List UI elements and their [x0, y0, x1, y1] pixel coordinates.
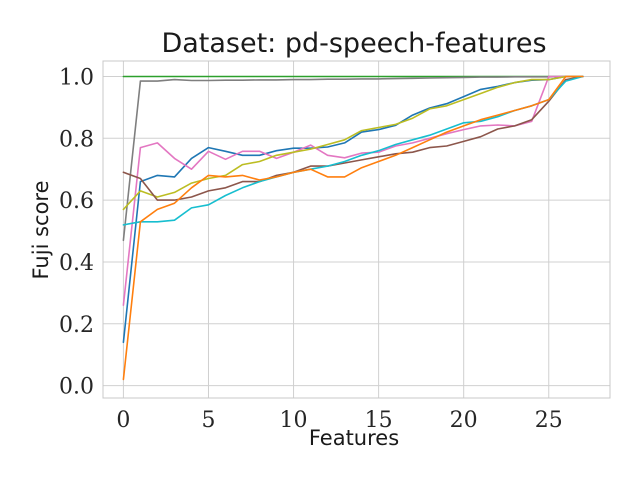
- plot-frame: [102, 60, 611, 399]
- series-line-8: [122, 75, 584, 381]
- series-layer: [122, 75, 584, 381]
- x-tick-label: 0: [116, 408, 130, 433]
- y-tick-label: 0.6: [59, 189, 94, 214]
- chart-title: Dataset: pd-speech-features: [161, 28, 546, 59]
- x-tick-label: 5: [201, 408, 215, 433]
- x-tick-label: 25: [535, 408, 563, 433]
- series-line-3: [122, 75, 584, 344]
- series-line-7: [122, 75, 584, 226]
- y-axis-label: Fuji score: [29, 180, 53, 279]
- y-tick-label: 1.0: [59, 65, 94, 90]
- tick-label-layer: 0 5 10 15 20 25 0.0 0.2 0.4 0.6 0.8 1.0: [59, 65, 563, 433]
- y-tick-label: 0.8: [59, 127, 94, 152]
- series-line-2: [122, 75, 584, 242]
- series-line-6: [122, 75, 584, 201]
- x-tick-label: 20: [450, 408, 478, 433]
- y-tick-label: 0.0: [59, 375, 94, 400]
- grid-layer: [103, 61, 610, 398]
- x-tick-label: 15: [365, 408, 393, 433]
- x-tick-label: 10: [280, 408, 308, 433]
- y-tick-label: 0.2: [59, 313, 94, 338]
- series-line-5: [122, 75, 584, 211]
- x-axis-label: Features: [309, 426, 399, 450]
- series-line-4: [122, 75, 584, 307]
- y-tick-label: 0.4: [59, 251, 94, 276]
